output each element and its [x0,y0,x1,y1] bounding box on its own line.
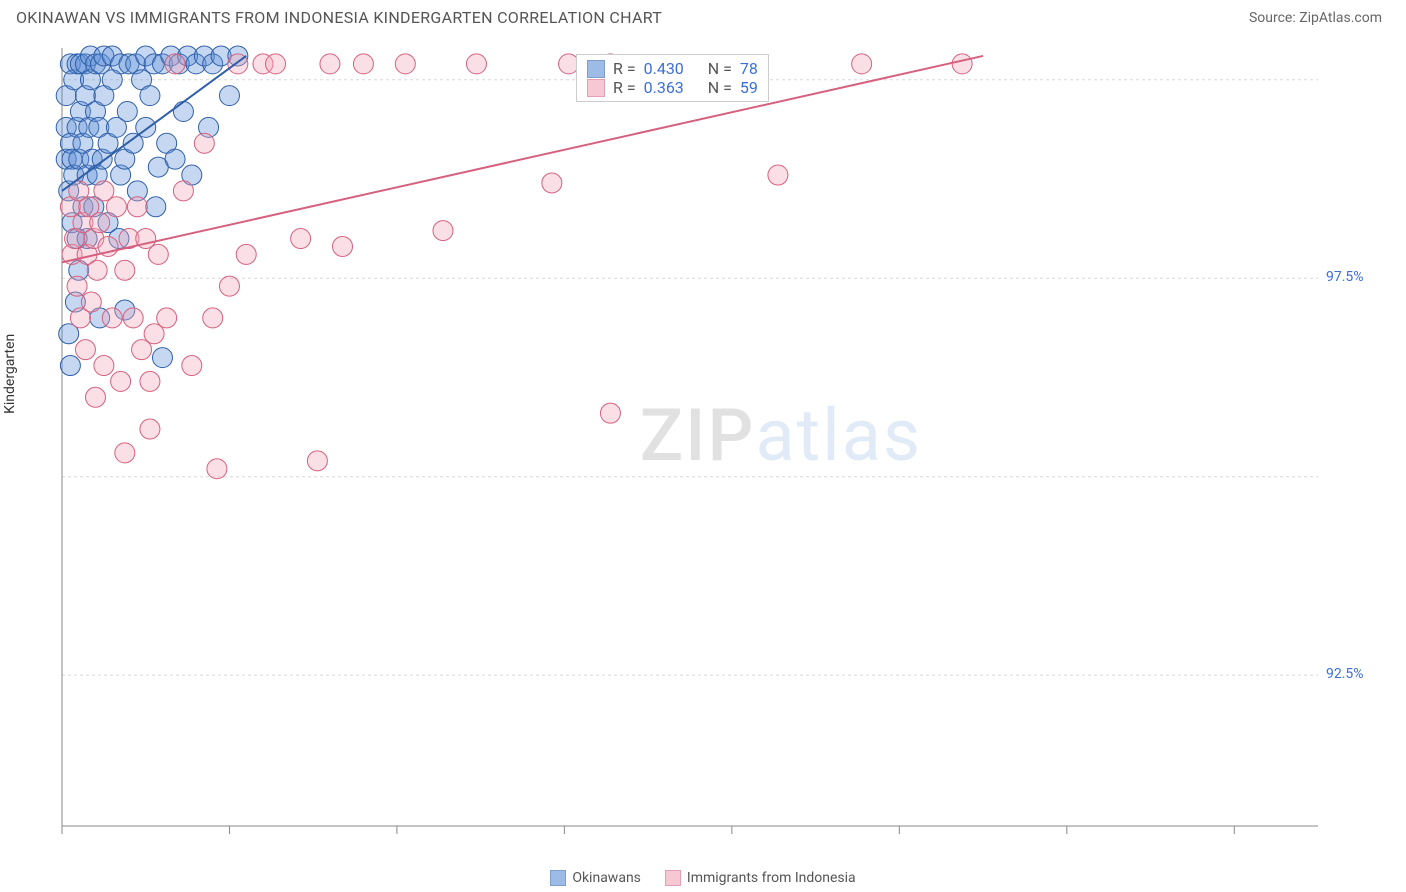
r-value: 0.430 [644,59,684,78]
legend-item: Okinawans [550,870,641,886]
n-label: N = [708,59,732,78]
series-swatch [587,60,605,78]
source-value: ZipAtlas.com [1299,10,1382,26]
series-swatch [587,79,605,97]
chart-container: Kindergarten 92.5%97.5% R = 0.430 N = 78… [16,40,1358,852]
r-label: R = [613,59,636,78]
legend-item: Immigrants from Indonesia [665,870,856,886]
y-tick-label: 92.5% [1326,666,1364,682]
r-label: R = [613,78,636,97]
chart-title: OKINAWAN VS IMMIGRANTS FROM INDONESIA KI… [16,8,662,27]
legend-swatch [665,870,681,886]
n-value: 78 [740,59,758,78]
scatter-chart [16,40,1358,852]
chart-source: Source: ZipAtlas.com [1249,10,1382,26]
n-label: N = [708,78,732,97]
stats-row: R = 0.363 N = 59 [587,78,758,97]
n-value: 59 [740,78,758,97]
legend-swatch [550,870,566,886]
legend-label: Okinawans [572,870,641,886]
r-value: 0.363 [644,78,684,97]
correlation-stats-box: R = 0.430 N = 78 R = 0.363 N = 59 [576,54,769,102]
stats-row: R = 0.430 N = 78 [587,59,758,78]
legend-label: Immigrants from Indonesia [687,870,856,886]
source-label: Source: [1249,10,1299,26]
y-tick-label: 97.5% [1326,269,1364,285]
bottom-legend: Okinawans Immigrants from Indonesia [0,870,1406,886]
